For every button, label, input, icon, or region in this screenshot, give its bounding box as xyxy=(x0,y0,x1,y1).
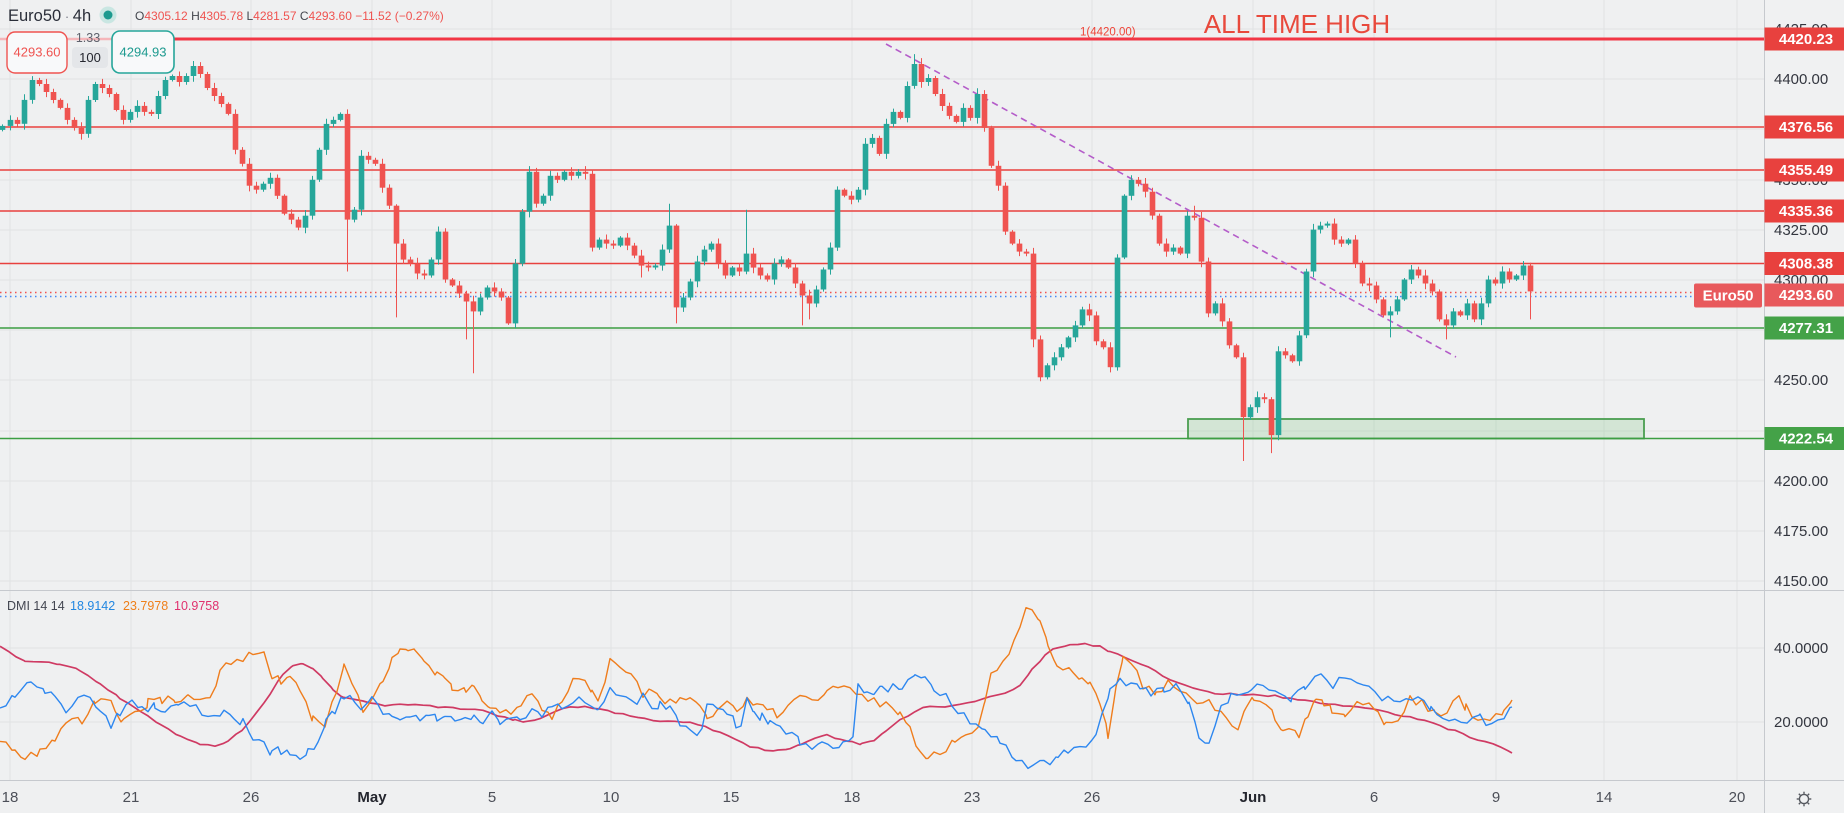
svg-text:23: 23 xyxy=(964,789,981,806)
svg-text:18: 18 xyxy=(2,789,19,806)
svg-text:14: 14 xyxy=(1596,789,1613,806)
svg-text:4400.00: 4400.00 xyxy=(1774,71,1828,88)
svg-text:5: 5 xyxy=(488,789,496,806)
svg-text:23.7978: 23.7978 xyxy=(123,599,168,613)
svg-text:26: 26 xyxy=(243,789,260,806)
svg-text:4250.00: 4250.00 xyxy=(1774,372,1828,389)
svg-text:40.0000: 40.0000 xyxy=(1774,640,1828,657)
svg-text:15: 15 xyxy=(723,789,740,806)
svg-text:4222.54: 4222.54 xyxy=(1779,431,1834,448)
svg-text:4200.00: 4200.00 xyxy=(1774,473,1828,490)
svg-text:4355.49: 4355.49 xyxy=(1779,162,1833,179)
svg-text:4150.00: 4150.00 xyxy=(1774,573,1828,590)
svg-text:4293.60: 4293.60 xyxy=(14,45,61,60)
svg-text:O4305.12 H4305.78 L4281.57: O4305.12 H4305.78 L4281.57 C4293.60 −11.… xyxy=(135,9,444,23)
svg-text:1.33: 1.33 xyxy=(76,31,100,45)
svg-text:4293.60: 4293.60 xyxy=(1779,287,1833,304)
svg-text:6: 6 xyxy=(1370,789,1378,806)
svg-text:20: 20 xyxy=(1729,789,1746,806)
svg-text:May: May xyxy=(357,789,387,806)
svg-text:4175.00: 4175.00 xyxy=(1774,523,1828,540)
svg-text:4376.56: 4376.56 xyxy=(1779,119,1833,136)
svg-text:10: 10 xyxy=(603,789,620,806)
svg-text:4420.23: 4420.23 xyxy=(1779,31,1833,48)
svg-text:21: 21 xyxy=(123,789,140,806)
svg-text:1(4420.00): 1(4420.00) xyxy=(1080,27,1136,39)
svg-text:18.9142: 18.9142 xyxy=(70,599,115,613)
svg-text:10.9758: 10.9758 xyxy=(174,599,219,613)
svg-text:Euro50 · 4h: Euro50 · 4h xyxy=(8,7,91,25)
svg-text:4335.36: 4335.36 xyxy=(1779,203,1833,220)
svg-text:100: 100 xyxy=(79,50,101,65)
svg-text:4277.31: 4277.31 xyxy=(1779,320,1833,337)
svg-text:18: 18 xyxy=(844,789,861,806)
svg-text:4294.93: 4294.93 xyxy=(120,45,167,60)
svg-text:Euro50: Euro50 xyxy=(1703,288,1754,305)
svg-text:9: 9 xyxy=(1492,789,1500,806)
svg-text:DMI 14 14: DMI 14 14 xyxy=(7,599,65,613)
svg-text:4308.38: 4308.38 xyxy=(1779,256,1833,273)
svg-text:26: 26 xyxy=(1084,789,1101,806)
svg-text:ALL TIME HIGH: ALL TIME HIGH xyxy=(1204,9,1390,39)
svg-text:Jun: Jun xyxy=(1240,789,1267,806)
svg-text:4325.00: 4325.00 xyxy=(1774,222,1828,239)
svg-text:20.0000: 20.0000 xyxy=(1774,714,1828,731)
